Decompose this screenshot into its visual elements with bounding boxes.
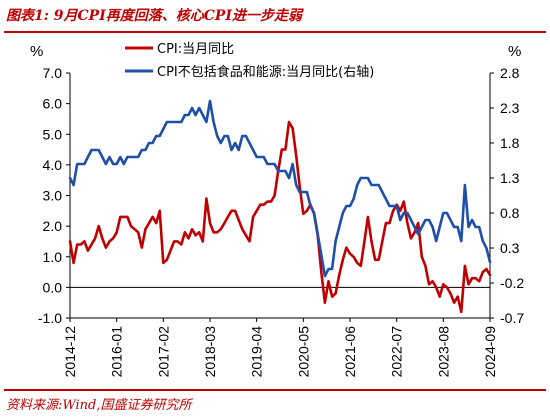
left-tick-label: 4.0 xyxy=(43,157,63,173)
x-tick-label: 2016-01 xyxy=(109,326,125,378)
right-tick-label: 2.8 xyxy=(500,65,520,81)
source-note: 资料来源:Wind,国盛证券研究所 xyxy=(6,398,192,413)
right-tick-label: -0.2 xyxy=(500,275,524,291)
left-tick-label: 1.0 xyxy=(43,249,63,265)
axes-layer: % %7.06.05.04.03.02.01.00.0-1.02.82.31.81… xyxy=(30,43,524,377)
legend-label-core: CPI不包括食品和能源:当月同比(右轴) xyxy=(157,64,374,80)
x-tick-label: 2017-02 xyxy=(155,326,171,378)
x-tick-label: 2024-09 xyxy=(482,326,498,378)
x-tick-label: 2019-04 xyxy=(249,326,265,378)
right-tick-label: -0.7 xyxy=(500,310,524,326)
lines-layer xyxy=(68,99,492,314)
legend: CPI:当月同比 CPI不包括食品和能源:当月同比(右轴) xyxy=(125,42,374,80)
right-tick-label: 1.8 xyxy=(500,135,520,151)
left-tick-label: 2.0 xyxy=(43,218,63,234)
left-tick-label: 3.0 xyxy=(43,188,63,204)
series-line-cpi xyxy=(68,120,492,314)
x-tick-label: 2014-12 xyxy=(62,326,78,378)
x-tick-label: 2020-05 xyxy=(295,326,311,378)
right-tick-label: 2.3 xyxy=(500,100,520,116)
left-tick-label: -1.0 xyxy=(38,310,62,326)
source-rule xyxy=(4,389,546,391)
x-tick-label: 2021-06 xyxy=(342,326,358,378)
legend-label-cpi: CPI:当月同比 xyxy=(157,42,234,57)
left-tick-label: 5.0 xyxy=(43,126,63,142)
x-tick-label: 2022-07 xyxy=(389,326,405,378)
right-tick-label: 0.8 xyxy=(500,205,520,221)
x-tick-label: 2023-08 xyxy=(435,326,451,378)
left-tick-label: 6.0 xyxy=(43,96,63,112)
right-tick-label: 0.3 xyxy=(500,240,520,256)
left-tick-label: 0.0 xyxy=(43,279,63,295)
left-unit-label: % xyxy=(30,43,43,60)
chart-title: 图表1: 9月CPI再度回落、核心CPI进一步走弱 xyxy=(6,8,302,24)
right-tick-label: 1.3 xyxy=(500,170,520,186)
left-tick-label: 7.0 xyxy=(43,65,63,81)
title-rule xyxy=(4,31,546,33)
series-line-core-cpi xyxy=(68,99,492,278)
x-tick-label: 2018-03 xyxy=(202,326,218,378)
right-unit-label: % xyxy=(508,43,521,60)
